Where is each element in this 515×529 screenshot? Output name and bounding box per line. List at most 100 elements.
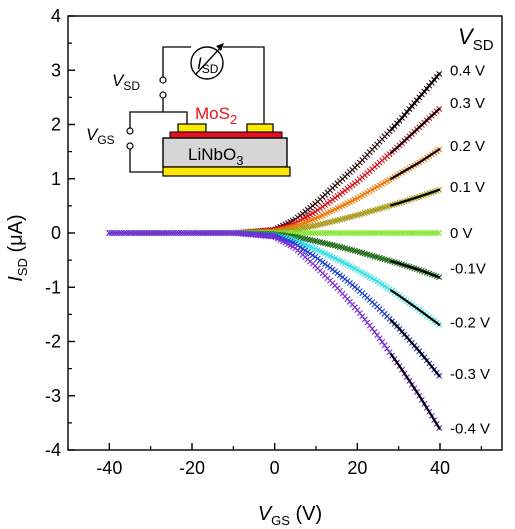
fit-line xyxy=(389,147,441,181)
data-point xyxy=(423,230,430,236)
data-point xyxy=(146,230,153,236)
data-point xyxy=(173,230,180,236)
data-point xyxy=(401,230,408,236)
series-label: -0.4 V xyxy=(450,420,490,437)
circuit-wire-top-right xyxy=(223,46,265,125)
y-axis-title: ISD (μA) xyxy=(5,214,30,281)
data-point xyxy=(344,230,351,236)
vsd-label: VSD xyxy=(112,71,140,93)
y-tick-label: -1 xyxy=(45,277,61,297)
data-point xyxy=(324,230,331,236)
data-point xyxy=(111,230,118,236)
x-tick-label: -20 xyxy=(179,458,205,478)
data-point xyxy=(133,230,140,236)
data-point xyxy=(413,230,420,236)
data-point xyxy=(381,230,388,236)
data-point xyxy=(386,230,393,236)
vgs-terminal-bottom xyxy=(126,142,134,150)
data-point xyxy=(143,230,150,236)
data-point xyxy=(116,230,123,236)
data-point xyxy=(163,230,170,236)
data-point xyxy=(193,230,200,236)
y-tick-label: -4 xyxy=(45,440,61,460)
data-point xyxy=(108,230,115,236)
mos2-label: MoS2 xyxy=(195,104,237,127)
data-point xyxy=(203,230,210,236)
data-point xyxy=(299,230,306,236)
data-point xyxy=(389,230,396,236)
data-point xyxy=(418,230,425,236)
data-point xyxy=(428,230,435,236)
data-point xyxy=(379,338,386,345)
data-point xyxy=(121,230,128,236)
data-point xyxy=(113,230,120,236)
data-point xyxy=(178,230,185,236)
vsd-terminal-bottom xyxy=(159,91,167,99)
data-point xyxy=(188,230,195,236)
y-tick-label: 1 xyxy=(51,169,61,189)
fit-line xyxy=(390,188,441,207)
data-point xyxy=(381,342,388,349)
data-point xyxy=(356,230,363,236)
data-point xyxy=(369,230,376,236)
fit-line xyxy=(390,259,441,279)
data-point xyxy=(131,230,138,236)
vgs-terminal-top xyxy=(126,127,134,135)
data-point xyxy=(361,230,368,236)
data-point xyxy=(421,230,428,236)
data-point xyxy=(379,230,386,236)
fit-line xyxy=(389,289,441,327)
data-point xyxy=(406,230,413,236)
electrode-drain xyxy=(246,123,274,133)
data-point xyxy=(411,230,418,236)
series-labels: 0.4 V 0.3 V 0.2 V 0.1 V 0 V -0.1V -0.2 V -0.3 V… xyxy=(450,62,490,437)
fit-line xyxy=(389,318,441,378)
data-point xyxy=(183,230,190,236)
data-point xyxy=(307,230,314,236)
data-point xyxy=(374,332,381,339)
data-point xyxy=(200,230,207,236)
data-point xyxy=(319,230,326,236)
series-label: 0 V xyxy=(450,225,473,242)
ammeter-arrow xyxy=(195,45,223,75)
data-point xyxy=(136,230,143,236)
data-point xyxy=(309,230,316,236)
series-label: -0.3 V xyxy=(450,366,490,383)
data-point xyxy=(327,230,334,236)
data-point xyxy=(398,230,405,236)
data-point xyxy=(394,230,401,236)
data-point xyxy=(336,230,343,236)
data-point xyxy=(341,230,348,236)
x-axis-title: VGS (V) xyxy=(258,503,322,528)
data-point xyxy=(160,230,167,236)
data-point xyxy=(195,230,202,236)
data-point xyxy=(408,230,415,236)
data-point xyxy=(168,230,175,236)
y-tick-label: 2 xyxy=(51,115,61,135)
fit-line xyxy=(389,352,441,430)
data-point xyxy=(312,230,319,236)
mos2-layer xyxy=(169,131,283,139)
data-point xyxy=(180,230,187,236)
data-point xyxy=(317,230,324,236)
data-point xyxy=(366,230,373,236)
y-tick-label: -3 xyxy=(45,386,61,406)
data-point xyxy=(359,230,366,236)
data-point xyxy=(297,230,304,236)
data-point xyxy=(396,230,403,236)
data-point xyxy=(391,230,398,236)
data-point xyxy=(227,230,234,236)
circuit-wire-gate xyxy=(129,111,163,132)
y-tick-label: 3 xyxy=(51,60,61,80)
data-point xyxy=(346,230,353,236)
data-point xyxy=(222,230,229,236)
series--0.2V xyxy=(106,230,443,328)
ammeter-label: ISD xyxy=(197,54,219,76)
vsd-terminal-top xyxy=(159,76,167,84)
data-point xyxy=(158,230,165,236)
data-point xyxy=(334,230,341,236)
data-point xyxy=(302,230,309,236)
data-point xyxy=(106,230,113,236)
data-point xyxy=(294,230,301,236)
